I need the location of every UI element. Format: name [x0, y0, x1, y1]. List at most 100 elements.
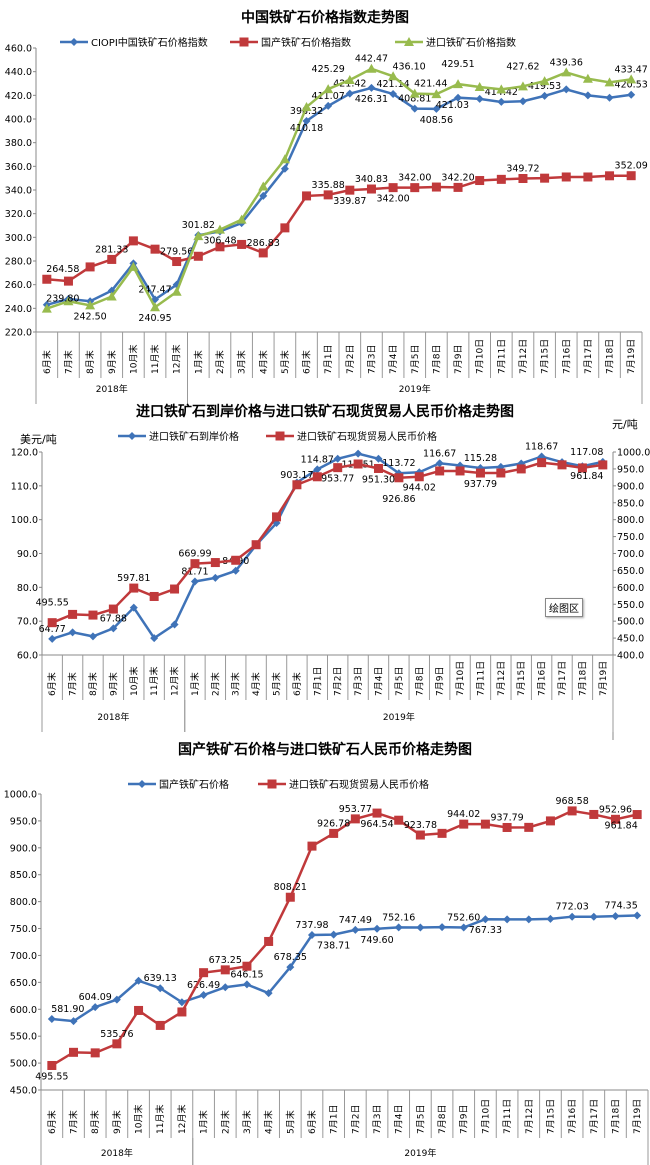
data-point: [242, 961, 252, 971]
data-label: 264.58: [46, 264, 79, 275]
data-label: 953.77: [321, 474, 354, 485]
data-point: [210, 558, 220, 568]
y2-tick-label: 500.0: [617, 617, 644, 628]
chart-3: 国产铁矿石价格与进口铁矿石人民币价格走势图 450.0 500.0 550.0 600.…: [4, 741, 649, 1165]
x-tick-label: 5月末: [284, 1110, 296, 1134]
x-tick-label: 2月末: [209, 672, 221, 696]
data-label: 961.84: [605, 821, 638, 832]
data-label: 116.67: [423, 448, 456, 459]
data-label: 340.83: [355, 174, 388, 185]
legend-label: 国产铁矿石价格指数: [261, 36, 351, 49]
data-point: [47, 1060, 57, 1070]
data-point: [129, 603, 138, 612]
data-point: [496, 84, 507, 94]
x-tick-label: 10月末: [128, 667, 140, 696]
data-point: [589, 809, 599, 819]
data-point: [431, 89, 442, 99]
data-point: [242, 980, 251, 989]
data-point: [128, 236, 138, 246]
data-point: [109, 624, 118, 633]
legend-marker: [404, 37, 414, 46]
data-point: [280, 223, 290, 233]
data-point: [366, 63, 377, 73]
x-tick-label: 1月末: [189, 672, 201, 696]
y-tick-label: 600.0: [10, 1005, 37, 1016]
x-tick-label: 7月11日: [475, 661, 486, 696]
x-tick-label: 7月5日: [394, 667, 405, 696]
y2-tick-label: 400.0: [617, 651, 644, 662]
x-tick-label: 7月8日: [437, 1105, 448, 1134]
data-point: [502, 822, 512, 832]
data-point: [107, 254, 117, 264]
data-point: [237, 239, 247, 249]
y-tick-label: 950.0: [10, 816, 37, 827]
year-group-label: 2019年: [399, 383, 431, 395]
x-tick-label: 7月17日: [589, 1099, 600, 1134]
data-point: [632, 810, 642, 820]
data-label: 420.53: [615, 80, 648, 91]
y-tick-label: 460.0: [5, 44, 32, 55]
year-group-label: 2018年: [97, 711, 129, 723]
data-point: [373, 924, 382, 933]
data-point: [627, 90, 636, 99]
data-point: [85, 262, 95, 272]
data-point: [193, 251, 203, 261]
legend-label: 国产铁矿石价格: [159, 778, 229, 791]
plot-area-tooltip: 绘图区: [545, 598, 583, 617]
y-tick-label: 280.0: [5, 257, 32, 268]
data-point: [279, 154, 290, 164]
data-label: 247.47: [138, 284, 171, 295]
y2-tick-label: 700.0: [617, 549, 644, 560]
x-tick-label: 8月末: [89, 1110, 101, 1134]
legend-marker: [267, 779, 277, 789]
x-tick-label: 7月2日: [345, 345, 356, 374]
data-point: [333, 454, 342, 463]
year-group-label: 2019年: [383, 711, 415, 723]
x-tick-label: 6月末: [291, 672, 303, 696]
x-tick-label: 7月15日: [540, 339, 551, 374]
data-point: [582, 73, 593, 83]
data-point: [63, 296, 74, 306]
data-label: 342.00: [398, 173, 431, 184]
data-point: [455, 466, 465, 476]
data-point: [344, 74, 355, 84]
data-point: [47, 618, 57, 628]
y-axis-unit: 美元/吨: [20, 433, 57, 446]
data-point: [605, 93, 614, 102]
data-point: [85, 300, 96, 310]
x-tick-label: 7月15日: [516, 661, 527, 696]
data-point: [69, 1047, 79, 1057]
data-point: [68, 628, 77, 637]
x-tick-label: 9月末: [106, 350, 118, 374]
y2-tick-label: 900.0: [617, 481, 644, 492]
data-point: [568, 912, 577, 921]
data-label: 339.87: [333, 196, 366, 207]
data-point: [285, 892, 295, 902]
data-label: 421.44: [414, 79, 447, 90]
series-red: 495.55 535.76 673.25 808.21 926.78 953.77 964.…: [35, 796, 642, 1082]
data-point: [351, 925, 360, 934]
data-label: 439.36: [550, 57, 583, 68]
y-tick-label: 70.0: [17, 617, 38, 628]
data-label: 115.28: [464, 453, 497, 464]
data-point: [416, 923, 425, 932]
x-tick-label: 8月末: [87, 672, 99, 696]
data-point: [435, 459, 444, 468]
y2-tick-label: 850.0: [617, 498, 644, 509]
data-point: [199, 968, 209, 978]
x-tick-label: 7月9日: [459, 1105, 470, 1134]
x-tick-label: 7月18日: [605, 339, 616, 374]
x-tick-label: 11月末: [149, 345, 161, 374]
data-point: [537, 458, 547, 468]
data-label: 442.47: [355, 54, 388, 65]
data-point: [301, 101, 312, 111]
data-point: [557, 460, 567, 470]
data-label: 604.09: [79, 992, 112, 1003]
data-point: [438, 923, 447, 932]
data-label: 937.79: [464, 479, 497, 490]
data-point: [626, 74, 637, 84]
data-point: [108, 604, 118, 614]
y2-tick-label: 800.0: [617, 515, 644, 526]
data-label: 923.78: [404, 820, 437, 831]
data-point: [155, 1020, 165, 1030]
